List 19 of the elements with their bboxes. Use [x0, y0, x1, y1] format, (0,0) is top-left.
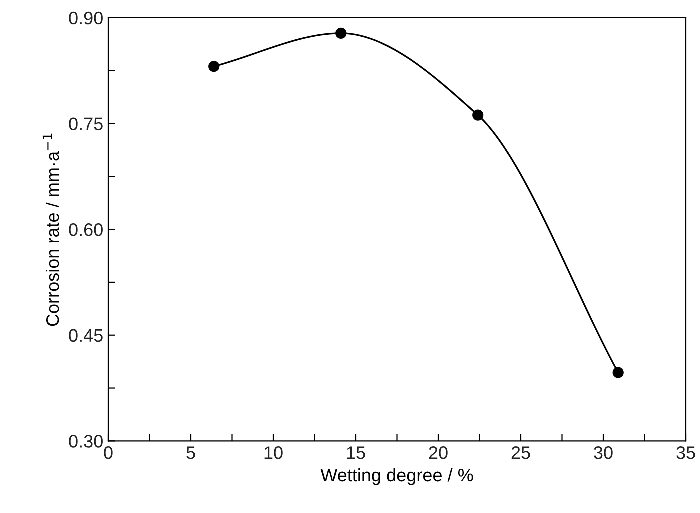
x-tick-label: 5 — [186, 446, 196, 460]
x-tick-label: 35 — [676, 446, 696, 460]
y-tick-label: 0.45 — [69, 329, 103, 342]
x-tick-label: 15 — [347, 446, 366, 460]
y-tick-label: 0.30 — [69, 435, 103, 448]
y-tick-label: 0.90 — [69, 12, 103, 25]
point — [208, 61, 220, 72]
x-tick-label: 10 — [264, 446, 283, 460]
x-tick-label: 20 — [429, 446, 448, 460]
x-axis-title: Wetting degree / % — [320, 468, 474, 486]
x-tick-label: 0 — [104, 446, 113, 460]
point — [612, 367, 624, 378]
x-tick-label: 25 — [512, 446, 530, 460]
y-axis-title: Corrosion rate / mm·a$^{−1}$ — [42, 134, 60, 326]
y-tick-label: 0.75 — [69, 118, 103, 130]
point — [336, 28, 347, 40]
point — [472, 110, 484, 121]
x-tick-label: 30 — [594, 446, 613, 460]
y-tick-label: 0.60 — [69, 224, 103, 236]
